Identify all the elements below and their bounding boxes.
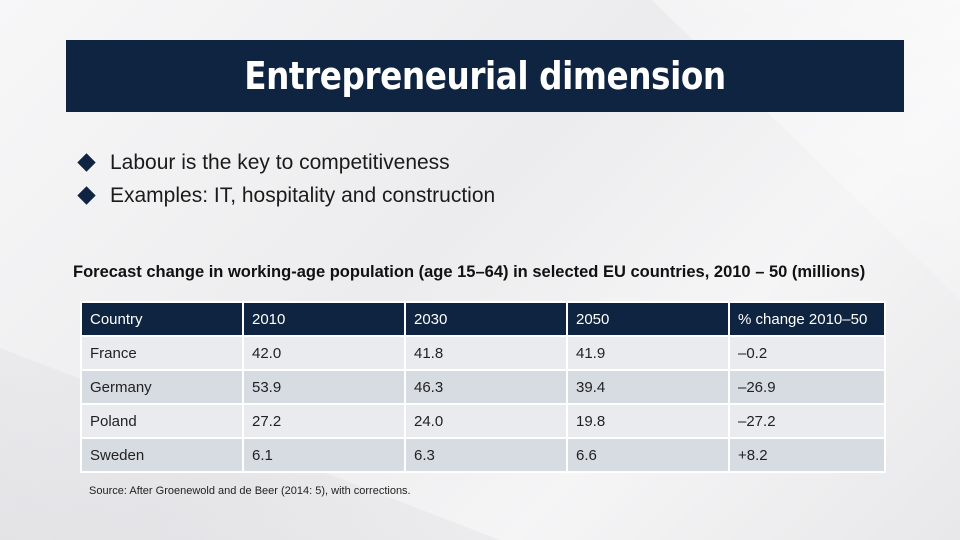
bullet-text: Examples: IT, hospitality and constructi… — [110, 183, 496, 207]
diamond-bullet-icon — [77, 153, 96, 172]
column-header: 2010 — [242, 301, 406, 337]
table-cell: –27.2 — [728, 403, 886, 439]
population-table: Country 2010 2030 2050 % change 2010–50 … — [80, 301, 886, 473]
table-cell: 41.9 — [566, 335, 730, 371]
table-header-row: Country 2010 2030 2050 % change 2010–50 — [80, 301, 886, 337]
table-cell: 46.3 — [404, 369, 568, 405]
column-header: % change 2010–50 — [728, 301, 886, 337]
column-header: 2030 — [404, 301, 568, 337]
table-row: Sweden 6.1 6.3 6.6 +8.2 — [80, 437, 886, 473]
table-row: France 42.0 41.8 41.9 –0.2 — [80, 335, 886, 371]
table-cell: Sweden — [80, 437, 244, 473]
title-bar: Entrepreneurial dimension — [66, 40, 904, 112]
table-cell: Poland — [80, 403, 244, 439]
column-header: 2050 — [566, 301, 730, 337]
table-cell: 42.0 — [242, 335, 406, 371]
table-cell: 24.0 — [404, 403, 568, 439]
table-cell: 53.9 — [242, 369, 406, 405]
table-cell: France — [80, 335, 244, 371]
table-row: Germany 53.9 46.3 39.4 –26.9 — [80, 369, 886, 405]
table-cell: 19.8 — [566, 403, 730, 439]
source-note: Source: After Groenewold and de Beer (20… — [89, 485, 411, 497]
table-cell: 41.8 — [404, 335, 568, 371]
bullet-text: Labour is the key to competitiveness — [110, 150, 450, 174]
table-cell: –0.2 — [728, 335, 886, 371]
table-row: Poland 27.2 24.0 19.8 –27.2 — [80, 403, 886, 439]
table-cell: Germany — [80, 369, 244, 405]
column-header: Country — [80, 301, 244, 337]
bullet-list: Labour is the key to competitiveness Exa… — [76, 146, 495, 212]
bullet-item: Labour is the key to competitiveness — [76, 146, 495, 179]
table-cell: 27.2 — [242, 403, 406, 439]
table-cell: 39.4 — [566, 369, 730, 405]
table-cell: 6.6 — [566, 437, 730, 473]
diamond-bullet-icon — [77, 186, 96, 205]
bullet-item: Examples: IT, hospitality and constructi… — [76, 179, 495, 212]
table-cell: –26.9 — [728, 369, 886, 405]
table-cell: 6.1 — [242, 437, 406, 473]
table-cell: +8.2 — [728, 437, 886, 473]
slide-title: Entrepreneurial dimension — [244, 54, 726, 98]
table-caption: Forecast change in working-age populatio… — [73, 263, 866, 281]
table-cell: 6.3 — [404, 437, 568, 473]
